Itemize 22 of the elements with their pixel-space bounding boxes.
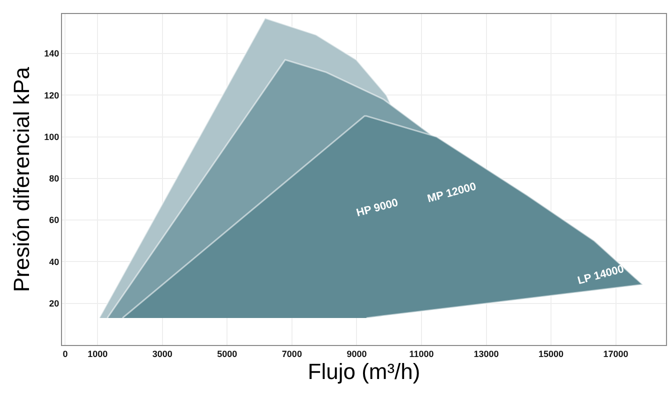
x-tick-label: 13000 xyxy=(474,348,499,359)
x-axis-title: Flujo (m³/h) xyxy=(308,358,420,384)
y-tick-label: 80 xyxy=(49,174,60,184)
y-tick-label: 40 xyxy=(49,256,60,267)
y-tick-label: 140 xyxy=(44,48,60,59)
y-tick-label: 100 xyxy=(44,132,60,142)
x-tick-label: 9000 xyxy=(346,348,367,359)
x-tick-label: 1000 xyxy=(88,348,108,359)
x-tick-label: 17000 xyxy=(603,348,628,359)
x-tick-label: 11000 xyxy=(409,348,434,359)
x-tick-label: 5000 xyxy=(217,348,238,359)
series-label: MP 12000 xyxy=(426,180,478,206)
y-tick-label: 60 xyxy=(49,215,60,226)
x-tick-label: 3000 xyxy=(152,348,172,359)
x-tick-label: 0 xyxy=(62,348,68,359)
series-label: LP 14000 xyxy=(576,263,626,288)
y-tick-label: 20 xyxy=(49,298,60,309)
x-tick-label: 15000 xyxy=(538,348,564,359)
y-axis-title: Presión diferencial kPa xyxy=(8,66,34,292)
y-tick-label: 120 xyxy=(44,90,60,100)
series-label: HP 9000 xyxy=(355,196,400,220)
x-tick-label: 7000 xyxy=(282,348,302,359)
